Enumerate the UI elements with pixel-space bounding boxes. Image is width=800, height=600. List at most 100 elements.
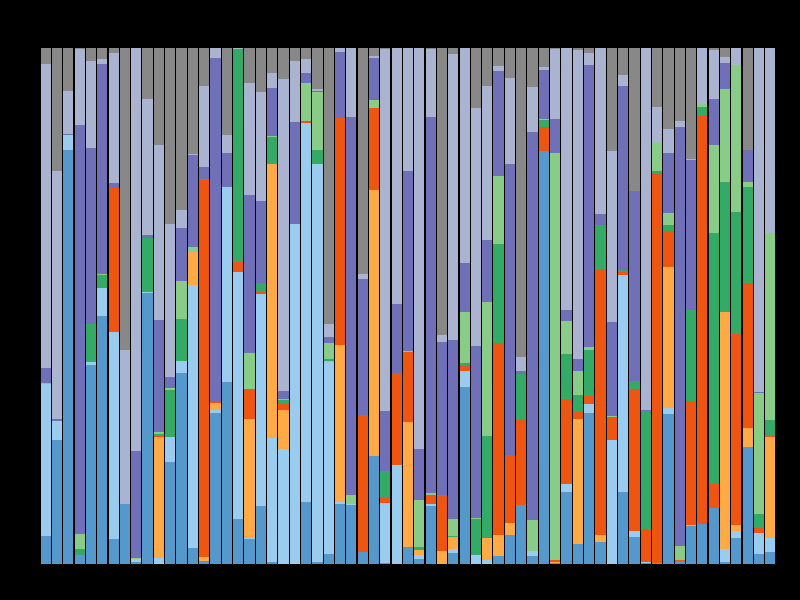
Bar — [482, 436, 492, 537]
Bar — [426, 118, 436, 493]
Bar — [86, 365, 96, 564]
Bar — [471, 555, 481, 563]
Bar — [482, 241, 492, 302]
Bar — [86, 325, 96, 362]
Bar — [437, 496, 447, 551]
Bar — [267, 439, 278, 562]
Bar — [754, 554, 764, 564]
Bar — [109, 539, 118, 564]
Bar — [573, 359, 583, 371]
Bar — [652, 174, 662, 563]
Bar — [120, 48, 130, 350]
Bar — [584, 404, 594, 413]
Bar — [527, 556, 538, 564]
Bar — [448, 550, 458, 553]
Bar — [482, 538, 492, 560]
Bar — [63, 134, 74, 136]
Bar — [403, 422, 413, 547]
Bar — [346, 48, 357, 117]
Bar — [471, 346, 481, 518]
Bar — [505, 77, 515, 164]
Bar — [142, 235, 153, 238]
Bar — [290, 48, 300, 61]
Bar — [584, 347, 594, 350]
Bar — [505, 48, 515, 77]
Bar — [414, 547, 425, 550]
Bar — [550, 152, 560, 560]
Bar — [312, 92, 322, 150]
Bar — [720, 562, 730, 564]
Bar — [686, 524, 696, 526]
Bar — [324, 359, 334, 361]
Bar — [312, 91, 322, 92]
Bar — [358, 278, 368, 415]
Bar — [731, 538, 742, 564]
Bar — [131, 451, 142, 557]
Bar — [459, 312, 470, 364]
Bar — [652, 563, 662, 564]
Bar — [154, 432, 164, 434]
Bar — [527, 48, 538, 88]
Bar — [742, 150, 753, 182]
Bar — [199, 179, 210, 181]
Bar — [222, 48, 232, 136]
Bar — [742, 48, 753, 150]
Bar — [641, 563, 651, 564]
Bar — [256, 92, 266, 200]
Bar — [154, 434, 164, 436]
Bar — [109, 332, 118, 539]
Bar — [437, 342, 447, 496]
Bar — [324, 361, 334, 362]
Bar — [618, 86, 628, 270]
Bar — [494, 343, 504, 535]
Bar — [562, 398, 572, 484]
Bar — [606, 440, 617, 564]
Bar — [652, 171, 662, 174]
Bar — [233, 519, 243, 564]
Bar — [742, 182, 753, 187]
Bar — [74, 549, 85, 555]
Bar — [754, 514, 764, 529]
Bar — [630, 381, 639, 389]
Bar — [731, 48, 742, 65]
Bar — [663, 414, 674, 564]
Bar — [346, 117, 357, 495]
Bar — [606, 322, 617, 416]
Bar — [222, 136, 232, 152]
Bar — [188, 48, 198, 154]
Bar — [290, 224, 300, 564]
Bar — [641, 410, 651, 411]
Bar — [606, 48, 617, 151]
Bar — [267, 73, 278, 88]
Bar — [74, 49, 85, 125]
Bar — [606, 151, 617, 322]
Bar — [459, 263, 470, 312]
Bar — [562, 48, 572, 310]
Bar — [335, 52, 345, 118]
Bar — [595, 214, 606, 224]
Bar — [380, 48, 390, 49]
Bar — [686, 526, 696, 564]
Bar — [709, 98, 719, 145]
Bar — [482, 560, 492, 564]
Bar — [210, 413, 221, 564]
Bar — [448, 553, 458, 564]
Bar — [720, 312, 730, 549]
Bar — [505, 523, 515, 535]
Bar — [505, 535, 515, 564]
Bar — [494, 176, 504, 244]
Bar — [731, 526, 742, 532]
Bar — [63, 48, 74, 91]
Bar — [630, 389, 639, 530]
Bar — [358, 274, 368, 278]
Bar — [120, 504, 130, 564]
Bar — [312, 164, 322, 562]
Bar — [471, 518, 481, 555]
Bar — [210, 403, 221, 410]
Bar — [256, 283, 266, 292]
Bar — [652, 48, 662, 107]
Bar — [74, 534, 85, 549]
Bar — [674, 547, 685, 560]
Bar — [720, 182, 730, 312]
Bar — [754, 533, 764, 554]
